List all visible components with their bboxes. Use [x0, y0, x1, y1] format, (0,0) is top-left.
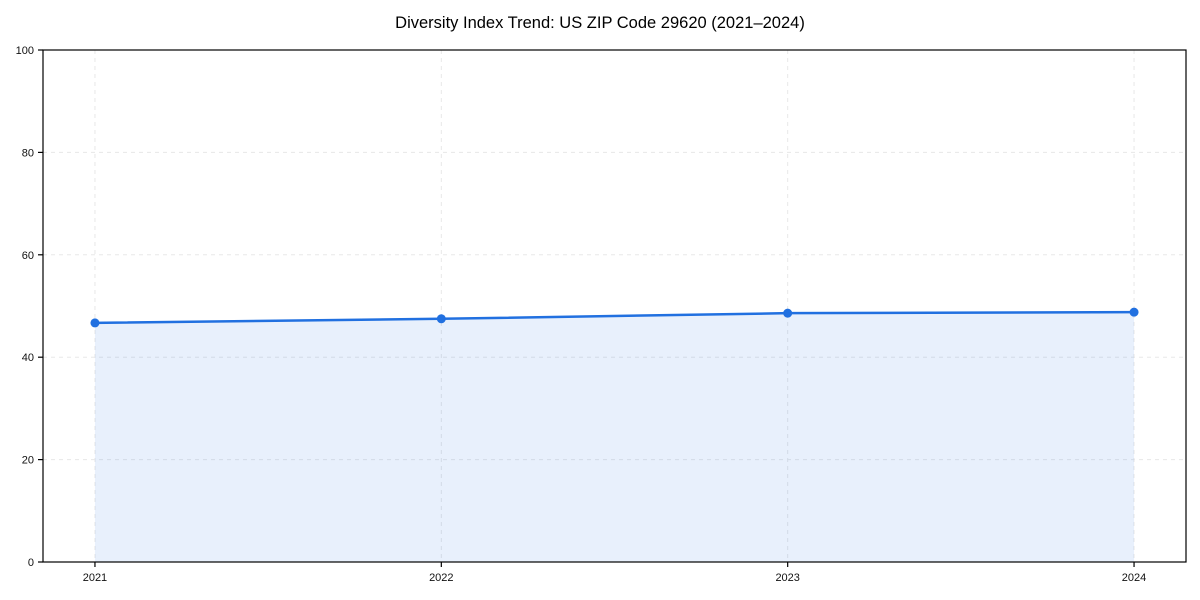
data-point-marker — [90, 318, 100, 328]
chart-title: Diversity Index Trend: US ZIP Code 29620… — [395, 14, 805, 32]
y-tick-label: 0 — [28, 557, 34, 569]
y-tick-label: 100 — [16, 45, 34, 57]
trend-line — [93, 310, 1136, 325]
data-point-marker — [436, 314, 446, 324]
data-point-marker — [783, 308, 793, 318]
area-fill — [94, 312, 1135, 562]
plot-border — [42, 49, 1187, 563]
x-tick-label: 2024 — [1122, 572, 1146, 584]
y-tick-label: 40 — [22, 352, 34, 364]
x-tick-label: 2023 — [775, 572, 799, 584]
y-tick-label: 20 — [22, 455, 34, 467]
y-tick-label: 60 — [22, 250, 34, 262]
x-tick-label: 2022 — [429, 572, 453, 584]
x-tick-label: 2021 — [83, 572, 107, 584]
data-point-marker — [1129, 307, 1139, 317]
y-tick-label: 80 — [22, 147, 34, 159]
